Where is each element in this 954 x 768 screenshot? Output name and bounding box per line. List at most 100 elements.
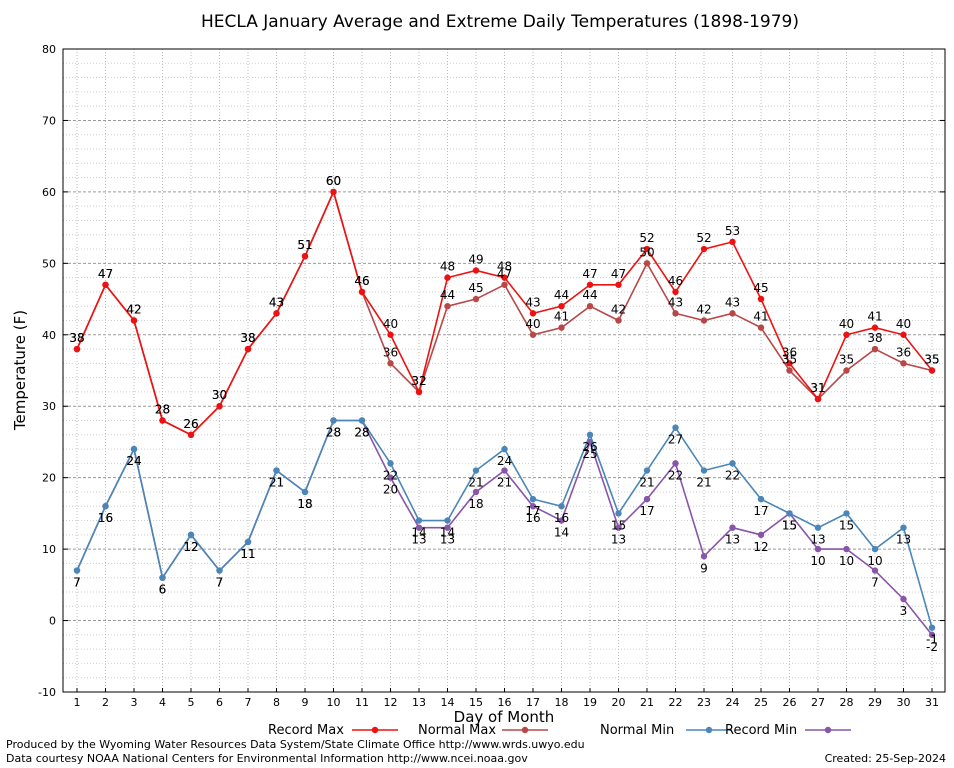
x-tick-label: 27 [811,696,825,709]
record-max-point [928,367,936,374]
normal-max-data-label: 44 [440,288,455,302]
normal-min-point [73,567,81,574]
normal-min-data-label: 21 [639,476,654,490]
record-min-data-label: 9 [700,561,708,575]
record-min-point [672,460,679,467]
normal-min-point [757,495,765,503]
normal-min-data-label: 15 [839,518,854,532]
record-max-point [814,395,822,403]
record-min-data-label: 13 [411,533,426,547]
normal-max-point [757,324,765,331]
normal-min-data-label: 21 [269,476,284,490]
record-max-point [871,324,879,331]
record-max-data-label: 46 [354,274,369,288]
legend-swatch-marker-normal-min [705,726,713,734]
x-tick-label: 22 [669,696,683,709]
x-tick-label: 16 [498,696,512,709]
record-max-data-label: 28 [155,403,170,417]
normal-min-point [159,574,166,581]
normal-max-data-label: 43 [269,295,284,309]
normal-min-point [843,510,850,517]
y-tick-label: 10 [42,543,56,556]
x-tick-label: 12 [384,696,398,709]
normal-max-data-label: 45 [468,281,483,295]
legend-swatch-marker-record-min [824,726,832,734]
record-max-data-label: 40 [383,317,398,331]
record-min-data-label: 13 [725,533,740,547]
normal-max-data-label: 43 [725,295,740,309]
record-max-data-label: 52 [639,231,654,245]
x-tick-label: 13 [412,696,426,709]
record-min-data-label: 13 [440,533,455,547]
normal-min-data-label: 28 [326,426,341,440]
normal-min-data-label: 21 [468,476,483,490]
record-min-data-label: 16 [98,511,113,525]
normal-max-data-label: 32 [411,374,426,388]
y-tick-label: 70 [42,114,56,127]
record-min-point [729,524,736,531]
record-min-point [558,517,565,524]
record-max-data-label: 43 [269,295,284,309]
normal-min-point [301,488,309,496]
record-max-point [73,345,81,353]
record-min-data-label: 12 [753,540,768,554]
legend-label-normal-min: Normal Min [600,723,674,738]
record-max-point [586,281,594,288]
normal-min-point [558,503,565,510]
normal-max-point [700,317,708,324]
record-min-data-label: 18 [297,497,312,511]
normal-min-point [643,467,651,474]
record-max-data-label: 48 [440,260,455,274]
record-max-data-label: 40 [896,317,911,331]
record-max-data-label: 26 [183,417,198,431]
footer-created-date: Created: 25-Sep-2024 [824,752,946,765]
record-min-data-label: 21 [497,476,512,490]
record-min-data-label: 16 [525,511,540,525]
normal-min-data-label: 13 [810,533,825,547]
normal-min-point [273,467,280,474]
record-min-data-label: 7 [871,576,879,590]
record-min-point [415,524,423,531]
x-tick-label: 18 [555,696,569,709]
record-max-data-label: 43 [525,295,540,309]
x-tick-label: 14 [441,696,455,709]
normal-max-data-label: 35 [839,353,854,367]
normal-max-data-label: 41 [554,310,569,324]
normal-max-data-label: 35 [924,353,939,367]
normal-max-data-label: 30 [212,388,227,402]
normal-max-data-label: 51 [297,238,312,252]
normal-min-data-label: 27 [668,433,683,447]
x-tick-label: 1 [74,696,81,709]
normal-max-data-label: 38 [69,331,84,345]
y-tick-label: 0 [49,615,56,628]
x-tick-label: 28 [840,696,854,709]
normal-max-data-label: 44 [582,288,597,302]
normal-min-point [729,460,736,467]
record-min-point [843,545,850,553]
normal-max-data-label: 47 [98,267,113,281]
normal-min-point [358,417,366,424]
x-tick-label: 29 [868,696,882,709]
record-max-data-label: 53 [725,224,740,238]
record-max-data-label: 42 [126,302,141,316]
record-max-data-label: 44 [554,288,569,302]
x-tick-label: 7 [245,696,252,709]
record-min-data-label: 22 [668,468,683,482]
record-max-data-label: 41 [867,310,882,324]
record-min-data-label: 7 [73,576,81,590]
normal-min-data-label: 17 [525,504,540,518]
legend-label-normal-max: Normal Max [418,723,496,738]
record-min-data-label: 17 [639,504,654,518]
record-min-point [615,524,622,531]
x-tick-label: 21 [640,696,654,709]
record-max-point [330,188,337,196]
record-max-data-label: 51 [297,238,312,252]
record-max-point [900,331,907,338]
record-max-data-label: 40 [839,317,854,331]
record-min-point [814,545,822,553]
normal-min-data-label: 15 [611,518,626,532]
record-max-point [244,345,252,353]
record-max-point [387,331,394,338]
x-tick-label: 19 [583,696,597,709]
